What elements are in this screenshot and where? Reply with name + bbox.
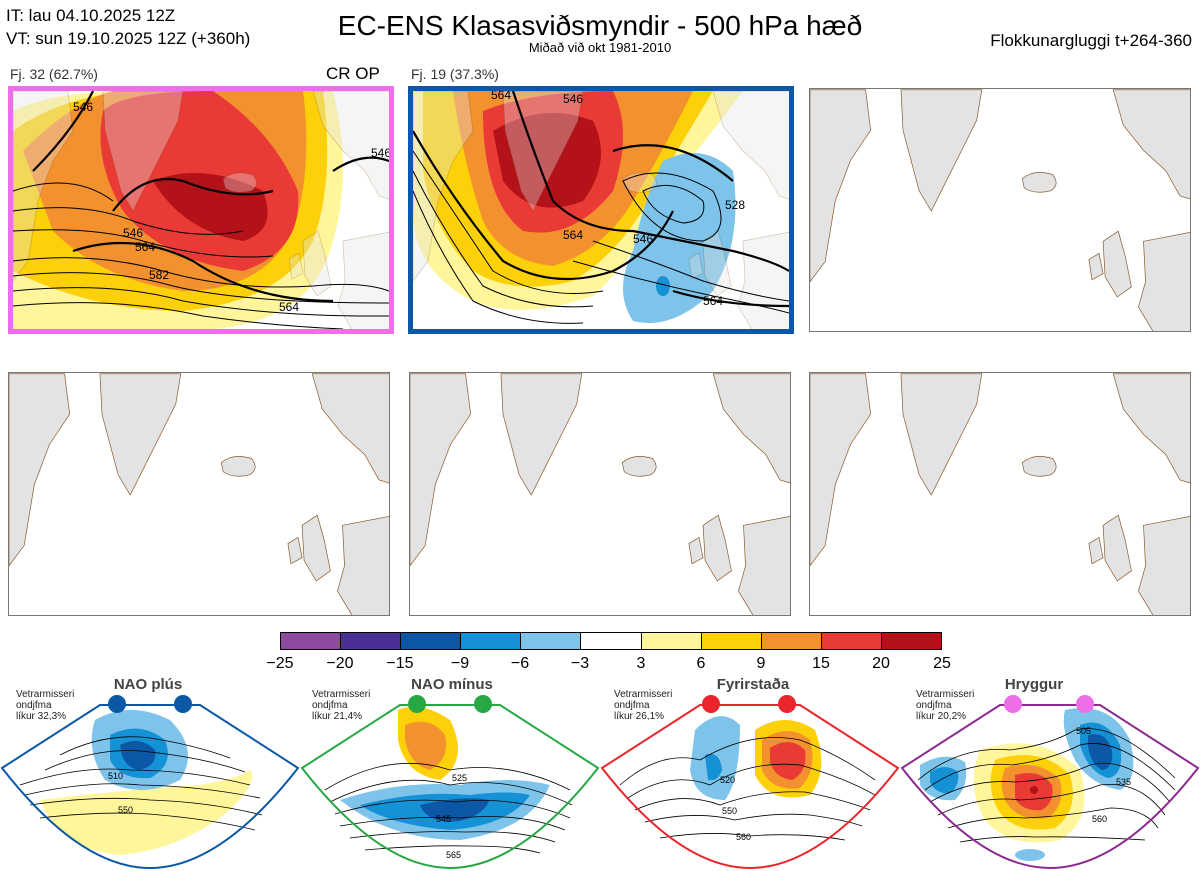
empty-map-3 [809, 88, 1191, 332]
regime-4-contour-label: 560 [1092, 814, 1107, 824]
regime-3-note: Vetrarmisseri ondjfma líkur 26,1% [614, 689, 672, 722]
regime-4-title: Hryggur [1004, 676, 1064, 693]
colorbar-tick: −6 [510, 655, 530, 672]
initial-time-label: IT: lau 04.10.2025 12Z [6, 6, 176, 25]
regime-map-2: 525 545 565 [300, 695, 600, 870]
cluster-2-contour-label: 564 [563, 228, 583, 242]
regime-1-note: Vetrarmisseri ondjfma líkur 32,3% [16, 689, 74, 722]
colorbar-swatch [701, 633, 762, 649]
colorbar-swatch [401, 633, 462, 649]
colorbar-swatch [581, 633, 642, 649]
regime-3-title: Fyrirstaða [716, 676, 790, 693]
cluster-1-contour-label: 582 [149, 268, 169, 282]
regime-note-line: ondjfma [614, 700, 650, 711]
regime-1-title: NAO plús [113, 676, 183, 693]
cluster-1-contour-label: 564 [279, 300, 299, 314]
cluster-1-contour-label: 564 [135, 240, 155, 254]
regime-map-3: 520 550 560 [600, 695, 900, 870]
regime-2-dot [408, 695, 426, 713]
cluster-1-contour-label: 546 [123, 226, 143, 240]
regime-2-contour-label: 525 [452, 773, 467, 783]
regime-4-dot [1076, 695, 1094, 713]
colorbar-tick: −3 [570, 655, 590, 672]
regime-note-line: Vetrarmisseri [916, 689, 975, 700]
valid-time-label: VT: sun 19.10.2025 12Z (+360h) [6, 29, 251, 48]
colorbar-swatch [821, 633, 882, 649]
empty-map-6 [809, 372, 1191, 616]
cluster-2-contour-label: 564 [491, 91, 511, 102]
cluster-2-contour-label: 528 [725, 198, 745, 212]
regime-4-note: Vetrarmisseri ondjfma líkur 20,2% [916, 689, 974, 722]
regime-2-contour-label: 565 [446, 850, 461, 860]
regime-note-line: líkur 26,1% [614, 711, 665, 722]
regime-map-4: 505 535 560 [900, 695, 1200, 870]
cluster-1-contour-label: 546 [371, 146, 389, 160]
colorbar-swatch [521, 633, 582, 649]
colorbar-tick: −15 [386, 655, 414, 672]
anomaly-colorbar [280, 632, 942, 650]
colorbar-tick: 9 [756, 655, 766, 672]
regime-note-line: líkur 32,3% [16, 711, 67, 722]
regime-note-line: Vetrarmisseri [312, 689, 371, 700]
colorbar-tick: −25 [266, 655, 294, 672]
colorbar-swatch [881, 633, 942, 649]
regime-4-contour-label: 505 [1076, 726, 1091, 736]
regime-1-contour-label: 510 [108, 771, 123, 781]
colorbar-tick: 25 [933, 655, 951, 672]
cluster-map-2: 564 546 528 564 546 564 [408, 86, 794, 334]
regime-note-line: líkur 20,2% [916, 711, 967, 722]
colorbar-swatch [461, 633, 522, 649]
regime-map-1: 510 550 [0, 695, 300, 870]
regime-1-contour-label: 550 [118, 805, 133, 815]
regime-4-contour-label: 535 [1116, 777, 1131, 787]
colorbar-swatch [341, 633, 402, 649]
regime-2-title: NAO mínus [411, 676, 493, 693]
regime-3-dot [778, 695, 796, 713]
cluster-2-contour-label: 564 [703, 294, 723, 308]
empty-map-5 [409, 372, 791, 616]
empty-map-4 [8, 372, 390, 616]
cluster-2-label: Fj. 19 (37.3%) [411, 66, 499, 82]
regime-note-line: ondjfma [16, 700, 52, 711]
colorbar-tick: 20 [872, 655, 890, 672]
colorbar-swatch [281, 633, 342, 649]
classification-window-label: Flokkunargluggi t+264-360 [990, 31, 1192, 50]
cluster-1-contour-label: 546 [73, 100, 93, 114]
regime-3-contour-label: 550 [722, 806, 737, 816]
colorbar-swatch [641, 633, 702, 649]
colorbar-tick: −20 [326, 655, 354, 672]
page-title: EC-ENS Klasasviðsmyndir - 500 hPa hæð [337, 10, 863, 41]
regime-2-dot [474, 695, 492, 713]
regime-note-line: ondjfma [916, 700, 952, 711]
cluster-2-contour-label: 546 [563, 92, 583, 106]
regime-1-dot [108, 695, 126, 713]
colorbar-tick: 6 [696, 655, 706, 672]
regime-1-dot [174, 695, 192, 713]
cluster-1-label: Fj. 32 (62.7%) [10, 66, 98, 82]
cluster-map-1: 546 564 582 564 546 546 [8, 86, 394, 334]
colorbar-tick: −9 [450, 655, 470, 672]
regime-note-line: Vetrarmisseri [16, 689, 75, 700]
regime-3-contour-label: 560 [736, 832, 751, 842]
page-subtitle: Miðað við okt 1981-2010 [528, 40, 672, 55]
regime-4-dot [1004, 695, 1022, 713]
regime-3-dot [702, 695, 720, 713]
colorbar-tick: 15 [812, 655, 830, 672]
regime-2-note: Vetrarmisseri ondjfma líkur 21,4% [312, 689, 370, 722]
colorbar-swatch [761, 633, 822, 649]
cluster-1-tag: CR OP [326, 64, 380, 83]
regime-2-contour-label: 545 [436, 814, 451, 824]
regime-note-line: líkur 21,4% [312, 711, 363, 722]
regime-3-contour-label: 520 [720, 775, 735, 785]
regime-note-line: Vetrarmisseri [614, 689, 673, 700]
regime-note-line: ondjfma [312, 700, 348, 711]
cluster-2-contour-label: 546 [633, 232, 653, 246]
colorbar-tick: 3 [636, 655, 646, 672]
